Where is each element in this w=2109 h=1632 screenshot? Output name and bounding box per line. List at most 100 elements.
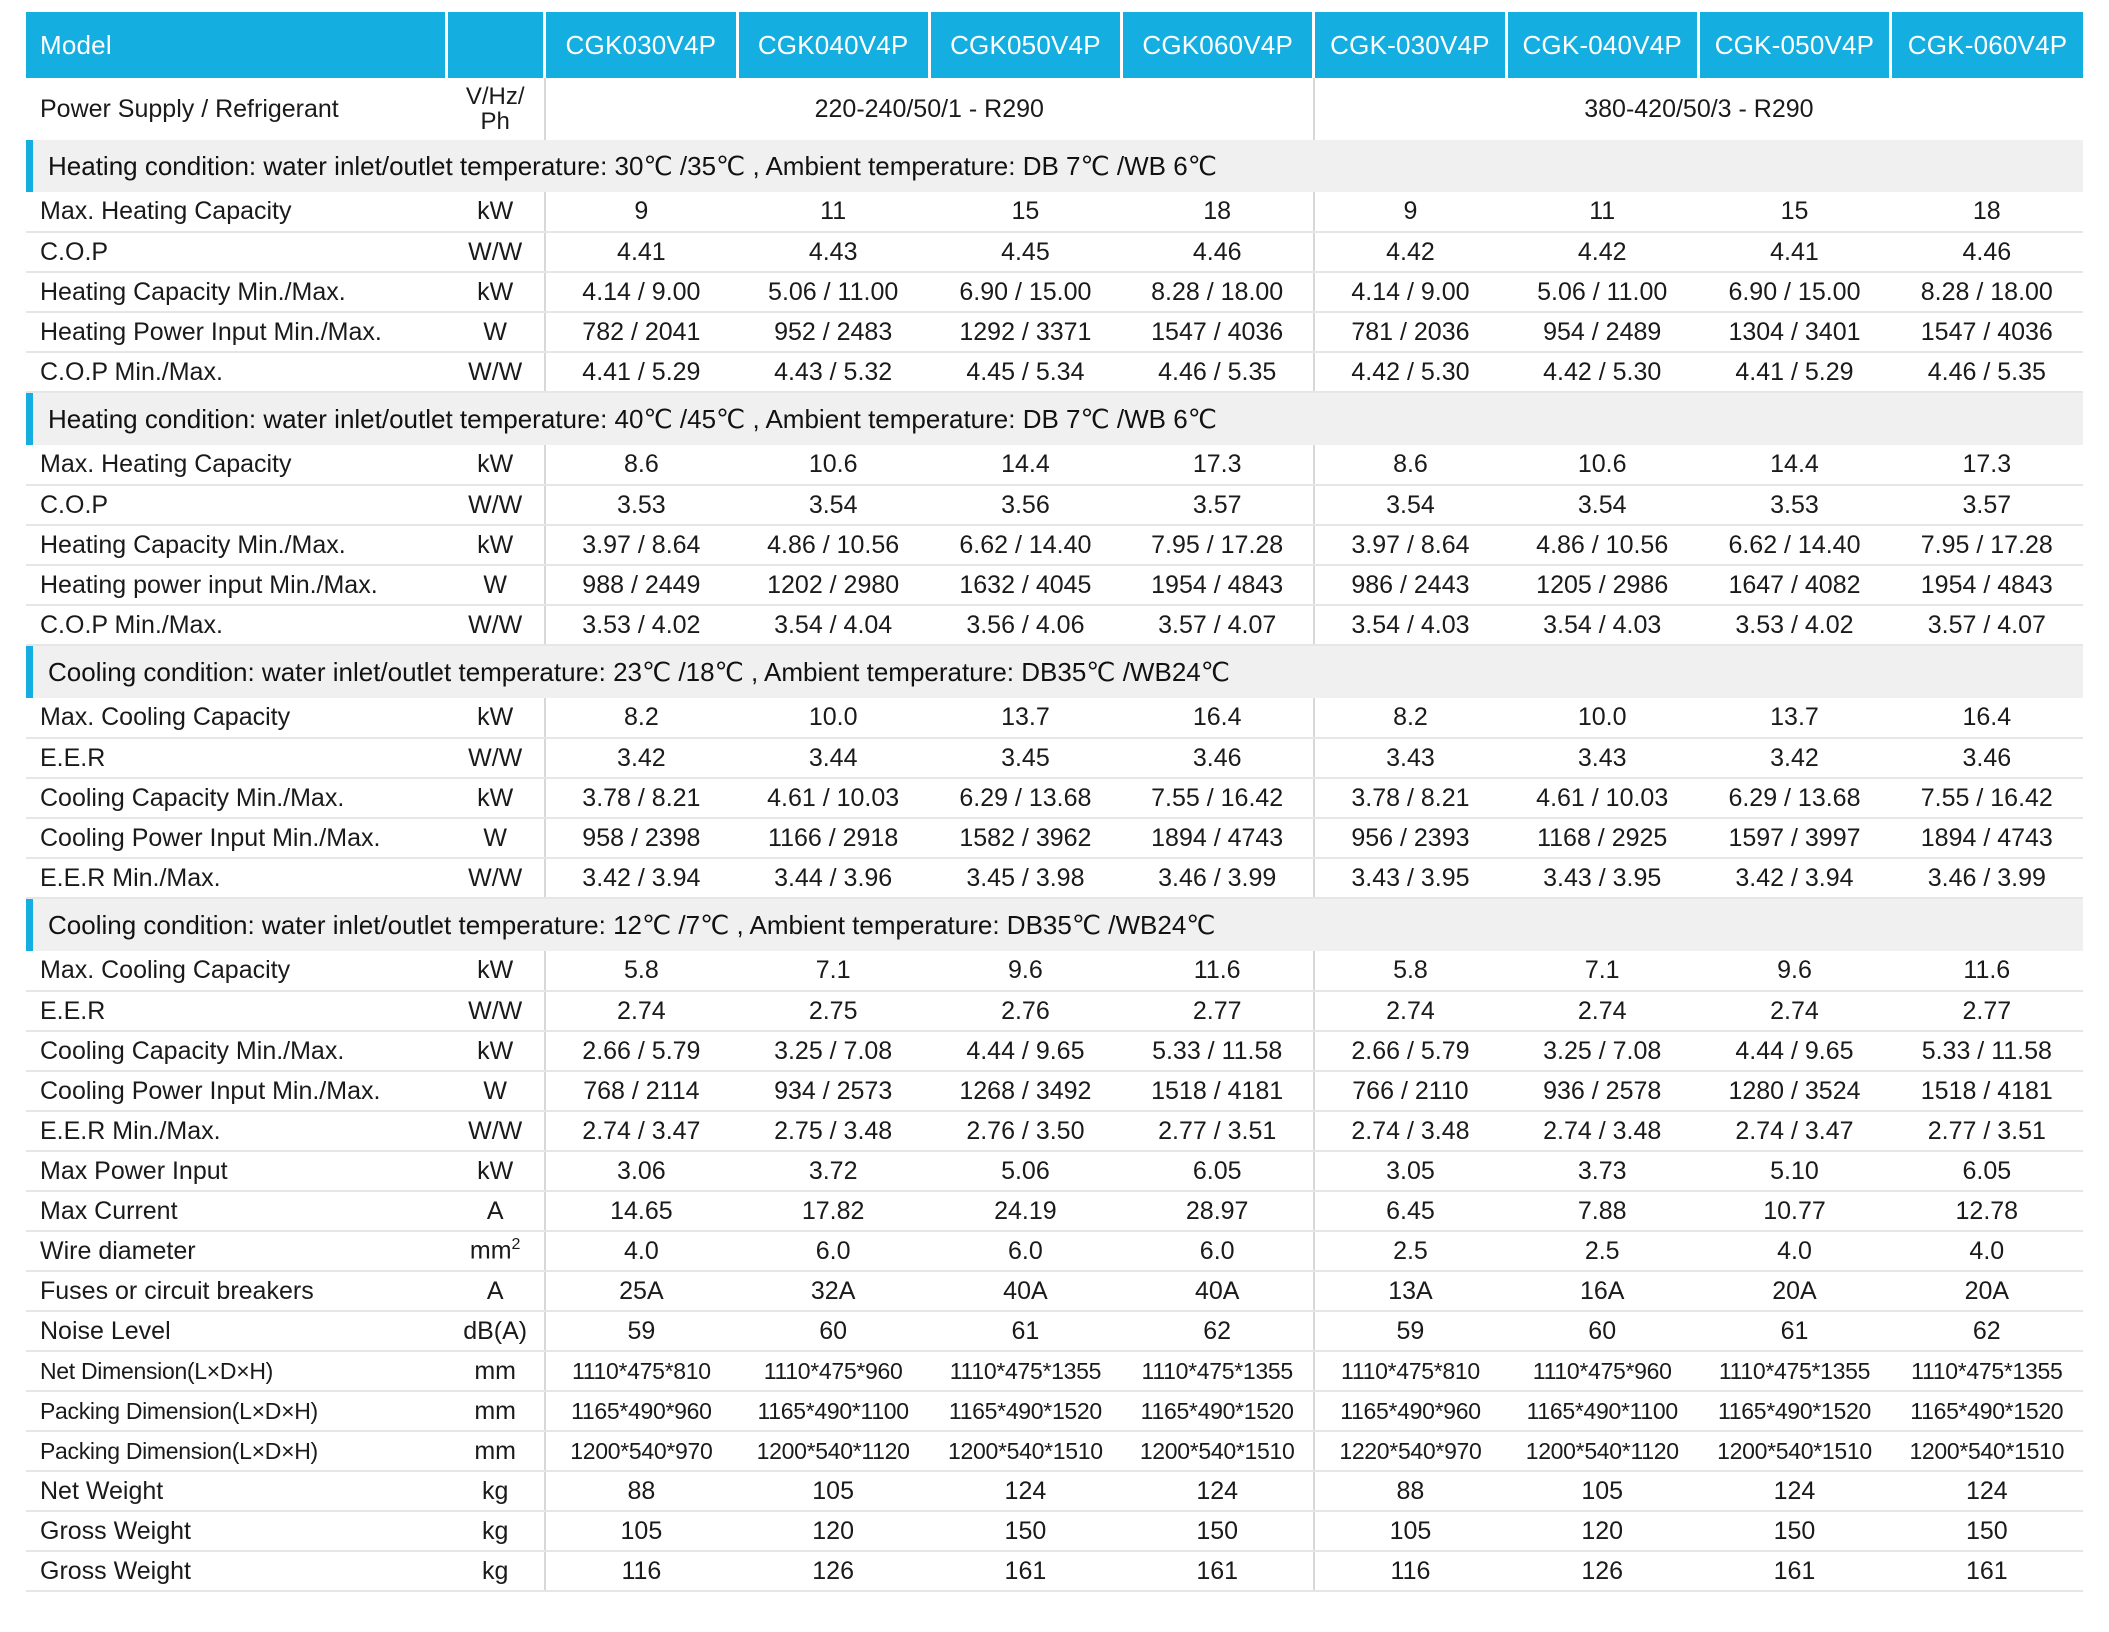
cell-value: 105 <box>544 1511 738 1552</box>
table-row: Heating Capacity Min./Max. kW 4.14 / 9.00 5… <box>26 272 2083 313</box>
cell-value: 5.33 / 11.58 <box>1121 1031 1315 1072</box>
column-header-cgk050v4p[interactable]: CGK050V4P <box>929 12 1124 78</box>
cell-value: 1200*540*1120 <box>1506 1431 1699 1472</box>
cell-value: 1165*490*1520 <box>1698 1391 1891 1432</box>
unit-line-2: Ph <box>480 108 510 135</box>
row-unit: mm2 <box>446 1231 546 1272</box>
table-row: Net Weight kg 88 105 124 124 88 105 124 124 <box>26 1471 2083 1512</box>
cell-value: 2.74 / 3.48 <box>1313 1111 1507 1152</box>
cell-value: 954 / 2489 <box>1506 312 1699 353</box>
cell-value: 1165*490*960 <box>544 1391 738 1432</box>
cell-value: 986 / 2443 <box>1313 565 1507 606</box>
row-unit: kW <box>446 525 546 566</box>
column-header-cgk060v4p[interactable]: CGK060V4P <box>1121 12 1316 78</box>
cell-value: 3.43 / 3.95 <box>1313 858 1507 899</box>
row-unit: mm <box>446 1351 546 1392</box>
section-header-cell: Heating condition: water inlet/outlet te… <box>26 392 2083 445</box>
cell-value: 5.06 / 11.00 <box>737 272 930 313</box>
cell-value: 1647 / 4082 <box>1698 565 1891 606</box>
table-row: Cooling Power Input Min./Max. W 958 / 2398… <box>26 818 2083 859</box>
cell-value: 3.43 / 3.95 <box>1506 858 1699 899</box>
cell-value: 1292 / 3371 <box>929 312 1122 353</box>
cell-value: 1110*475*810 <box>1313 1351 1507 1392</box>
cell-value: 15 <box>929 192 1122 233</box>
cell-value: 2.74 <box>1698 991 1891 1032</box>
row-label: Heating Power Input Min./Max. <box>26 312 447 353</box>
row-unit: A <box>446 1271 546 1312</box>
cell-value: 4.46 / 5.35 <box>1890 352 2083 393</box>
cell-value: 59 <box>544 1311 738 1352</box>
section-header-cell: Cooling condition: water inlet/outlet te… <box>26 898 2083 951</box>
column-header-cgk030v4p[interactable]: CGK030V4P <box>544 12 739 78</box>
cell-value: 2.74 / 3.47 <box>544 1111 738 1152</box>
cell-value: 3.53 / 4.02 <box>1698 605 1891 646</box>
cell-value: 4.42 / 5.30 <box>1313 352 1507 393</box>
cell-value: 9.6 <box>1698 951 1891 992</box>
cell-value: 3.54 <box>1506 485 1699 526</box>
column-header-cgk-050v4p[interactable]: CGK-050V4P <box>1698 12 1893 78</box>
cell-value: 3.53 / 4.02 <box>544 605 738 646</box>
column-header-cgk-040v4p[interactable]: CGK-040V4P <box>1506 12 1700 78</box>
table-row: Gross Weight kg 116 126 161 161 116 126 161 161 <box>26 1551 2083 1592</box>
cell-value: 1110*475*960 <box>1506 1351 1699 1392</box>
row-unit: kg <box>446 1511 546 1552</box>
cell-value: 14.65 <box>544 1191 738 1232</box>
cell-value: 2.77 / 3.51 <box>1121 1111 1315 1152</box>
row-unit: W/W <box>446 738 546 779</box>
cell-value: 1894 / 4743 <box>1890 818 2083 859</box>
cell-value: 1280 / 3524 <box>1698 1071 1891 1112</box>
cell-value: 5.8 <box>1313 951 1507 992</box>
cell-value: 3.42 / 3.94 <box>544 858 738 899</box>
cell-value: 3.97 / 8.64 <box>1313 525 1507 566</box>
row-unit: kW <box>446 951 546 992</box>
section-band-3: Cooling condition: water inlet/outlet te… <box>26 899 2083 951</box>
cell-value: 2.74 / 3.48 <box>1506 1111 1699 1152</box>
cell-value: 5.10 <box>1698 1151 1891 1192</box>
cell-value: 1954 / 4843 <box>1121 565 1315 606</box>
column-header-cgk-030v4p[interactable]: CGK-030V4P <box>1313 12 1508 78</box>
cell-value: 124 <box>1121 1471 1315 1512</box>
cell-value: 6.29 / 13.68 <box>1698 778 1891 819</box>
cell-value: 7.88 <box>1506 1191 1699 1232</box>
cell-value: 1200*540*1510 <box>929 1431 1122 1472</box>
cell-value: 3.54 / 4.03 <box>1506 605 1699 646</box>
cell-value: 4.0 <box>1698 1231 1891 1272</box>
table-row: E.E.R Min./Max. W/W 2.74 / 3.47 2.75 / 3.48… <box>26 1111 2083 1152</box>
cell-value: 4.0 <box>544 1231 738 1272</box>
column-header-cgk040v4p[interactable]: CGK040V4P <box>737 12 931 78</box>
row-unit: kg <box>446 1471 546 1512</box>
cell-value: 1597 / 3997 <box>1698 818 1891 859</box>
cell-value: 1165*490*1100 <box>737 1391 930 1432</box>
cell-value: 161 <box>929 1551 1122 1592</box>
cell-value: 3.44 <box>737 738 930 779</box>
cell-value: 952 / 2483 <box>737 312 930 353</box>
cell-value: 4.61 / 10.03 <box>1506 778 1699 819</box>
row-unit: kW <box>446 272 546 313</box>
section-band-1: Heating condition: water inlet/outlet te… <box>26 393 2083 445</box>
cell-value: 2.74 / 3.47 <box>1698 1111 1891 1152</box>
cell-value: 6.0 <box>737 1231 930 1272</box>
cell-value: 2.76 <box>929 991 1122 1032</box>
cell-value: 9 <box>1313 192 1507 233</box>
cell-value: 3.43 <box>1506 738 1699 779</box>
table-row: Cooling Power Input Min./Max. W 768 / 2114… <box>26 1071 2083 1112</box>
cell-value: 3.54 / 4.04 <box>737 605 930 646</box>
column-header-cgk-060v4p[interactable]: CGK-060V4P <box>1890 12 2083 78</box>
table-row: Cooling Capacity Min./Max. kW 2.66 / 5.79 3… <box>26 1031 2083 1072</box>
cell-value: 40A <box>929 1271 1122 1312</box>
table-row: Packing Dimension(L×D×H) mm 1200*540*970 12… <box>26 1431 2083 1472</box>
cell-value: 4.41 / 5.29 <box>544 352 738 393</box>
cell-value: 10.77 <box>1698 1191 1891 1232</box>
cell-value: 3.46 <box>1890 738 2083 779</box>
cell-value: 4.44 / 9.65 <box>1698 1031 1891 1072</box>
cell-value: 88 <box>1313 1471 1507 1512</box>
row-label: Max Power Input <box>26 1151 447 1192</box>
column-header-model: Model <box>26 12 449 78</box>
cell-value: 782 / 2041 <box>544 312 738 353</box>
row-label: C.O.P <box>26 485 447 526</box>
row-unit: W <box>446 1071 546 1112</box>
cell-value: 1547 / 4036 <box>1121 312 1315 353</box>
cell-value: 6.90 / 15.00 <box>1698 272 1891 313</box>
cell-value: 4.45 <box>929 232 1122 273</box>
cell-value: 17.82 <box>737 1191 930 1232</box>
